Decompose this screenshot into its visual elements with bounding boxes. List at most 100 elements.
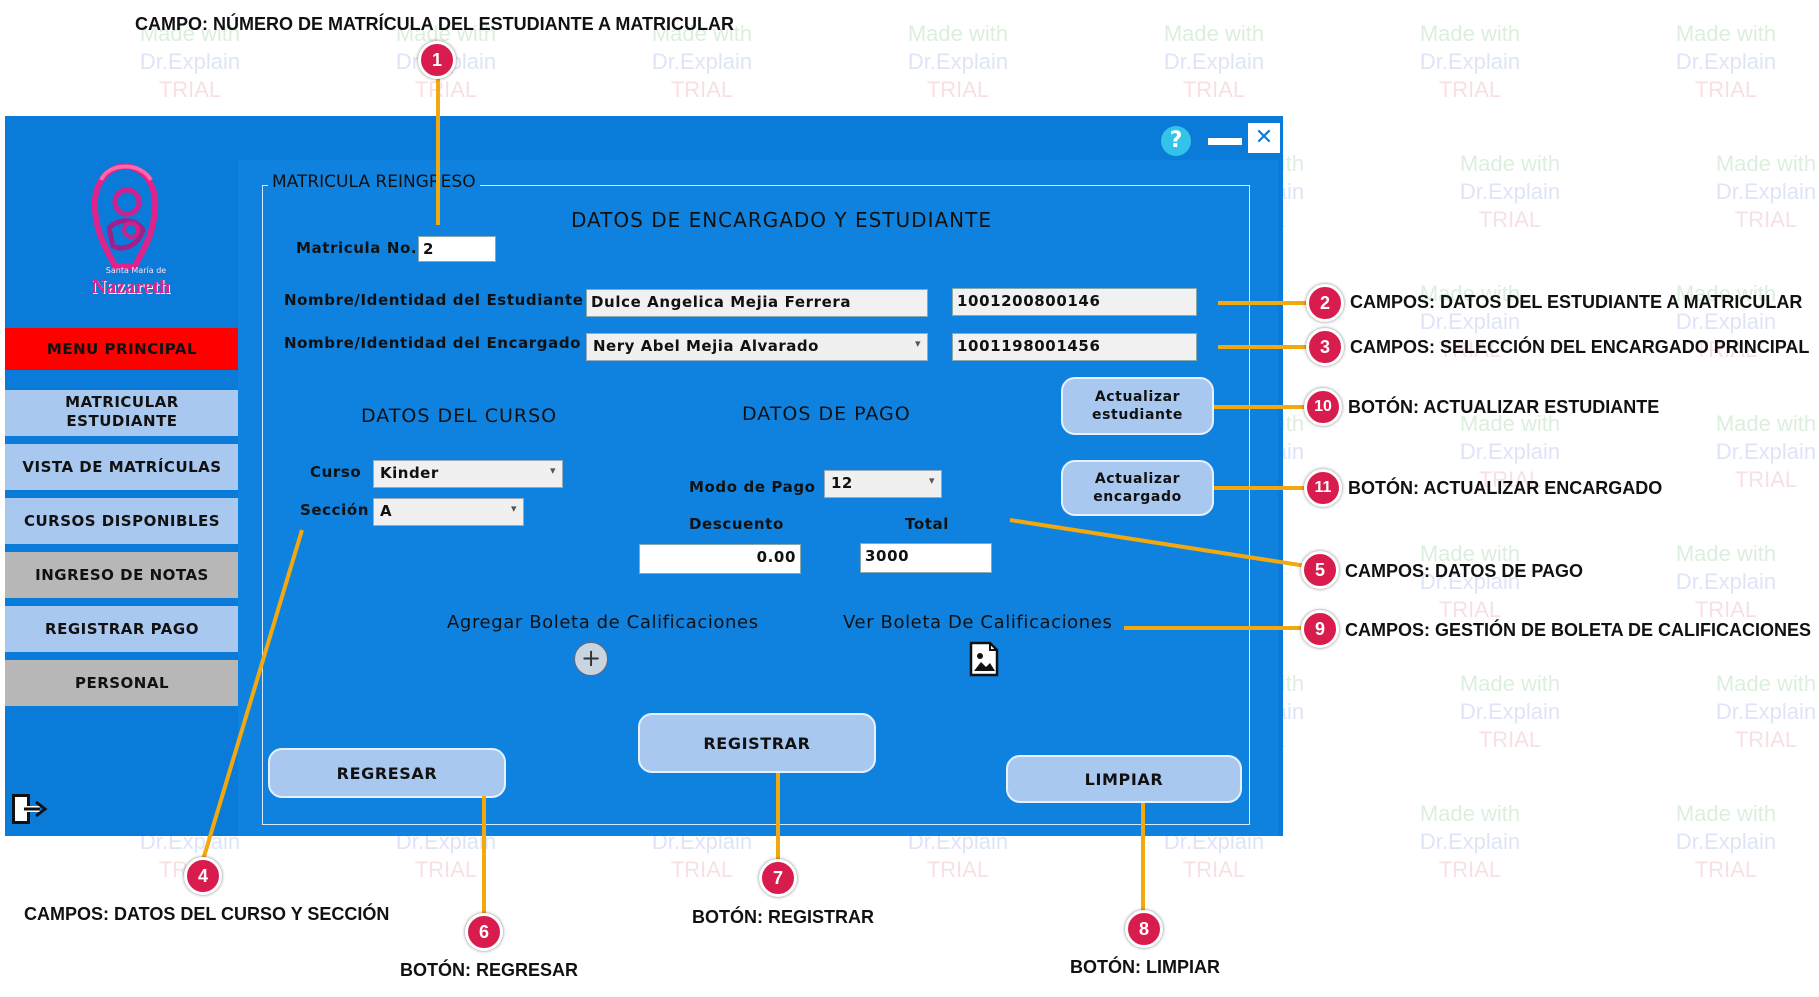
leader-line-10: [1214, 405, 1308, 409]
callout-badge-1: 1: [418, 41, 456, 79]
callout-text-5: CAMPOS: DATOS DE PAGO: [1345, 561, 1584, 581]
sidebar-item-personal[interactable]: PERSONAL: [5, 660, 239, 706]
student-label: Nombre/Identidad del Estudiante: [284, 291, 584, 309]
callout-badge-4: 4: [184, 857, 222, 895]
guardian-label: Nombre/Identidad del Encargado: [284, 334, 582, 352]
sidebar-item-label: MENU PRINCIPAL: [46, 340, 198, 358]
actualizar-encargado-button[interactable]: Actualizar encargado: [1061, 460, 1214, 516]
sidebar-item-vista-matriculas[interactable]: VISTA DE MATRÍCULAS: [5, 444, 239, 490]
course-section-title: DATOS DEL CURSO: [361, 405, 558, 427]
callout-badge-10: 10: [1304, 388, 1342, 426]
total-label: Total: [905, 515, 949, 533]
ver-boleta-label: Ver Boleta De Calificaciones: [843, 612, 1113, 633]
sidebar-item-label: CURSOS DISPONIBLES: [23, 512, 221, 530]
leader-line-2: [1218, 301, 1308, 305]
callout-badge-3: 3: [1306, 328, 1344, 366]
leader-line-3: [1218, 345, 1308, 349]
actualizar-estudiante-button[interactable]: Actualizar estudiante: [1061, 377, 1214, 435]
guardian-select[interactable]: Nery Abel Mejia Alvarado ▾: [586, 333, 928, 361]
guardian-id-input[interactable]: 1001198001456: [952, 333, 1197, 361]
curso-label: Curso: [310, 463, 362, 481]
descuento-label: Descuento: [689, 515, 784, 533]
callout-badge-5: 5: [1301, 551, 1339, 589]
matricula-label: Matricula No.: [296, 239, 418, 257]
sidebar-item-registrar-pago[interactable]: REGISTRAR PAGO: [5, 606, 239, 652]
leader-line-8: [1141, 803, 1145, 911]
panel-legend: MATRICULA REINGRESO: [268, 172, 480, 192]
sidebar-item-label: PERSONAL: [74, 674, 170, 692]
logo-text: Nazareth: [91, 276, 171, 298]
limpiar-button[interactable]: LIMPIAR: [1006, 755, 1242, 803]
callout-text-8: BOTÓN: LIMPIAR: [1070, 957, 1220, 977]
add-boleta-button[interactable]: +: [574, 642, 608, 676]
sidebar-item-matricular-estudiante[interactable]: MATRICULAR ESTUDIANTE: [5, 390, 239, 436]
leader-line-1: [436, 75, 440, 225]
curso-select-value: Kinder: [380, 464, 439, 482]
form-title: DATOS DE ENCARGADO Y ESTUDIANTE: [571, 208, 992, 232]
student-name-input[interactable]: Dulce Angelica Mejia Ferrera: [586, 289, 928, 317]
callout-text-6: BOTÓN: REGRESAR: [400, 960, 579, 980]
button-label: LIMPIAR: [1084, 769, 1164, 789]
regresar-button[interactable]: REGRESAR: [268, 748, 506, 798]
descuento-input[interactable]: 0.00: [639, 544, 801, 574]
modo-pago-label: Modo de Pago: [689, 478, 816, 496]
student-id-input[interactable]: 1001200800146: [952, 288, 1197, 316]
sidebar-item-ingreso-notas[interactable]: INGRESO DE NOTAS: [5, 552, 239, 598]
agregar-boleta-label: Agregar Boleta de Calificaciones: [447, 612, 759, 633]
callout-text-7: BOTÓN: REGISTRAR: [692, 907, 874, 927]
callout-text-11: BOTÓN: ACTUALIZAR ENCARGADO: [1348, 478, 1663, 498]
callout-badge-8: 8: [1125, 910, 1163, 948]
callout-badge-6: 6: [465, 913, 503, 951]
minimize-button[interactable]: [1208, 138, 1242, 145]
chevron-down-icon: ▾: [928, 474, 935, 487]
guardian-select-value: Nery Abel Mejia Alvarado: [593, 337, 819, 355]
leader-line-7: [776, 773, 780, 873]
chevron-down-icon: ▾: [549, 464, 556, 477]
seccion-label: Sección: [300, 501, 370, 519]
help-glyph: ?: [1169, 128, 1183, 153]
total-input[interactable]: 3000: [860, 543, 992, 573]
callout-badge-11: 11: [1304, 469, 1342, 507]
help-icon[interactable]: ?: [1161, 126, 1191, 156]
modo-pago-select-value: 12: [831, 474, 853, 492]
callout-text-2: CAMPOS: DATOS DEL ESTUDIANTE A MATRICULA…: [1350, 292, 1803, 312]
button-label: REGISTRAR: [703, 733, 811, 753]
button-label: REGRESAR: [336, 763, 438, 783]
modo-pago-select[interactable]: 12 ▾: [824, 470, 942, 498]
callout-badge-9: 9: [1301, 610, 1339, 648]
registrar-button[interactable]: REGISTRAR: [638, 713, 876, 773]
seccion-select[interactable]: A ▾: [373, 498, 524, 526]
callout-text-9: CAMPOS: GESTIÓN DE BOLETA DE CALIFICACIO…: [1345, 620, 1812, 640]
button-label: Actualizar encargado: [1093, 471, 1182, 505]
leader-line-6: [482, 796, 486, 916]
callout-text-4: CAMPOS: DATOS DEL CURSO Y SECCIÓN: [24, 904, 390, 924]
callout-text-10: BOTÓN: ACTUALIZAR ESTUDIANTE: [1348, 397, 1660, 417]
button-label: Actualizar estudiante: [1092, 389, 1183, 423]
sidebar-item-label: VISTA DE MATRÍCULAS: [22, 458, 222, 476]
sidebar-item-label: REGISTRAR PAGO: [45, 620, 199, 638]
seccion-select-value: A: [380, 502, 393, 520]
callout-text-1: CAMPO: NÚMERO DE MATRÍCULA DEL ESTUDIANT…: [135, 14, 734, 34]
school-logo: [75, 158, 175, 298]
logo-small-text: Santa María de: [105, 266, 167, 275]
callout-badge-7: 7: [759, 859, 797, 897]
chevron-down-icon: ▾: [510, 502, 517, 515]
exit-icon[interactable]: [10, 790, 50, 830]
callout-text-3: CAMPOS: SELECCIÓN DEL ENCARGADO PRINCIPA…: [1350, 337, 1810, 357]
matricula-input[interactable]: 2: [418, 236, 496, 262]
sidebar-item-label: INGRESO DE NOTAS: [35, 566, 209, 584]
leader-line-9: [1124, 626, 1306, 630]
close-icon: ✕: [1254, 125, 1274, 150]
panel-frame: [262, 185, 1250, 825]
payment-title: DATOS DE PAGO: [742, 403, 911, 425]
callout-badge-2: 2: [1306, 284, 1344, 322]
sidebar-item-cursos-disponibles[interactable]: CURSOS DISPONIBLES: [5, 498, 239, 544]
close-button[interactable]: ✕: [1248, 123, 1280, 153]
plus-icon: +: [580, 644, 602, 672]
sidebar-item-label: MATRICULAR ESTUDIANTE: [65, 393, 179, 430]
image-file-icon[interactable]: [968, 641, 1000, 677]
leader-line-11: [1214, 486, 1308, 490]
sidebar-item-menu-principal[interactable]: MENU PRINCIPAL: [5, 328, 239, 370]
curso-select[interactable]: Kinder ▾: [373, 460, 563, 488]
